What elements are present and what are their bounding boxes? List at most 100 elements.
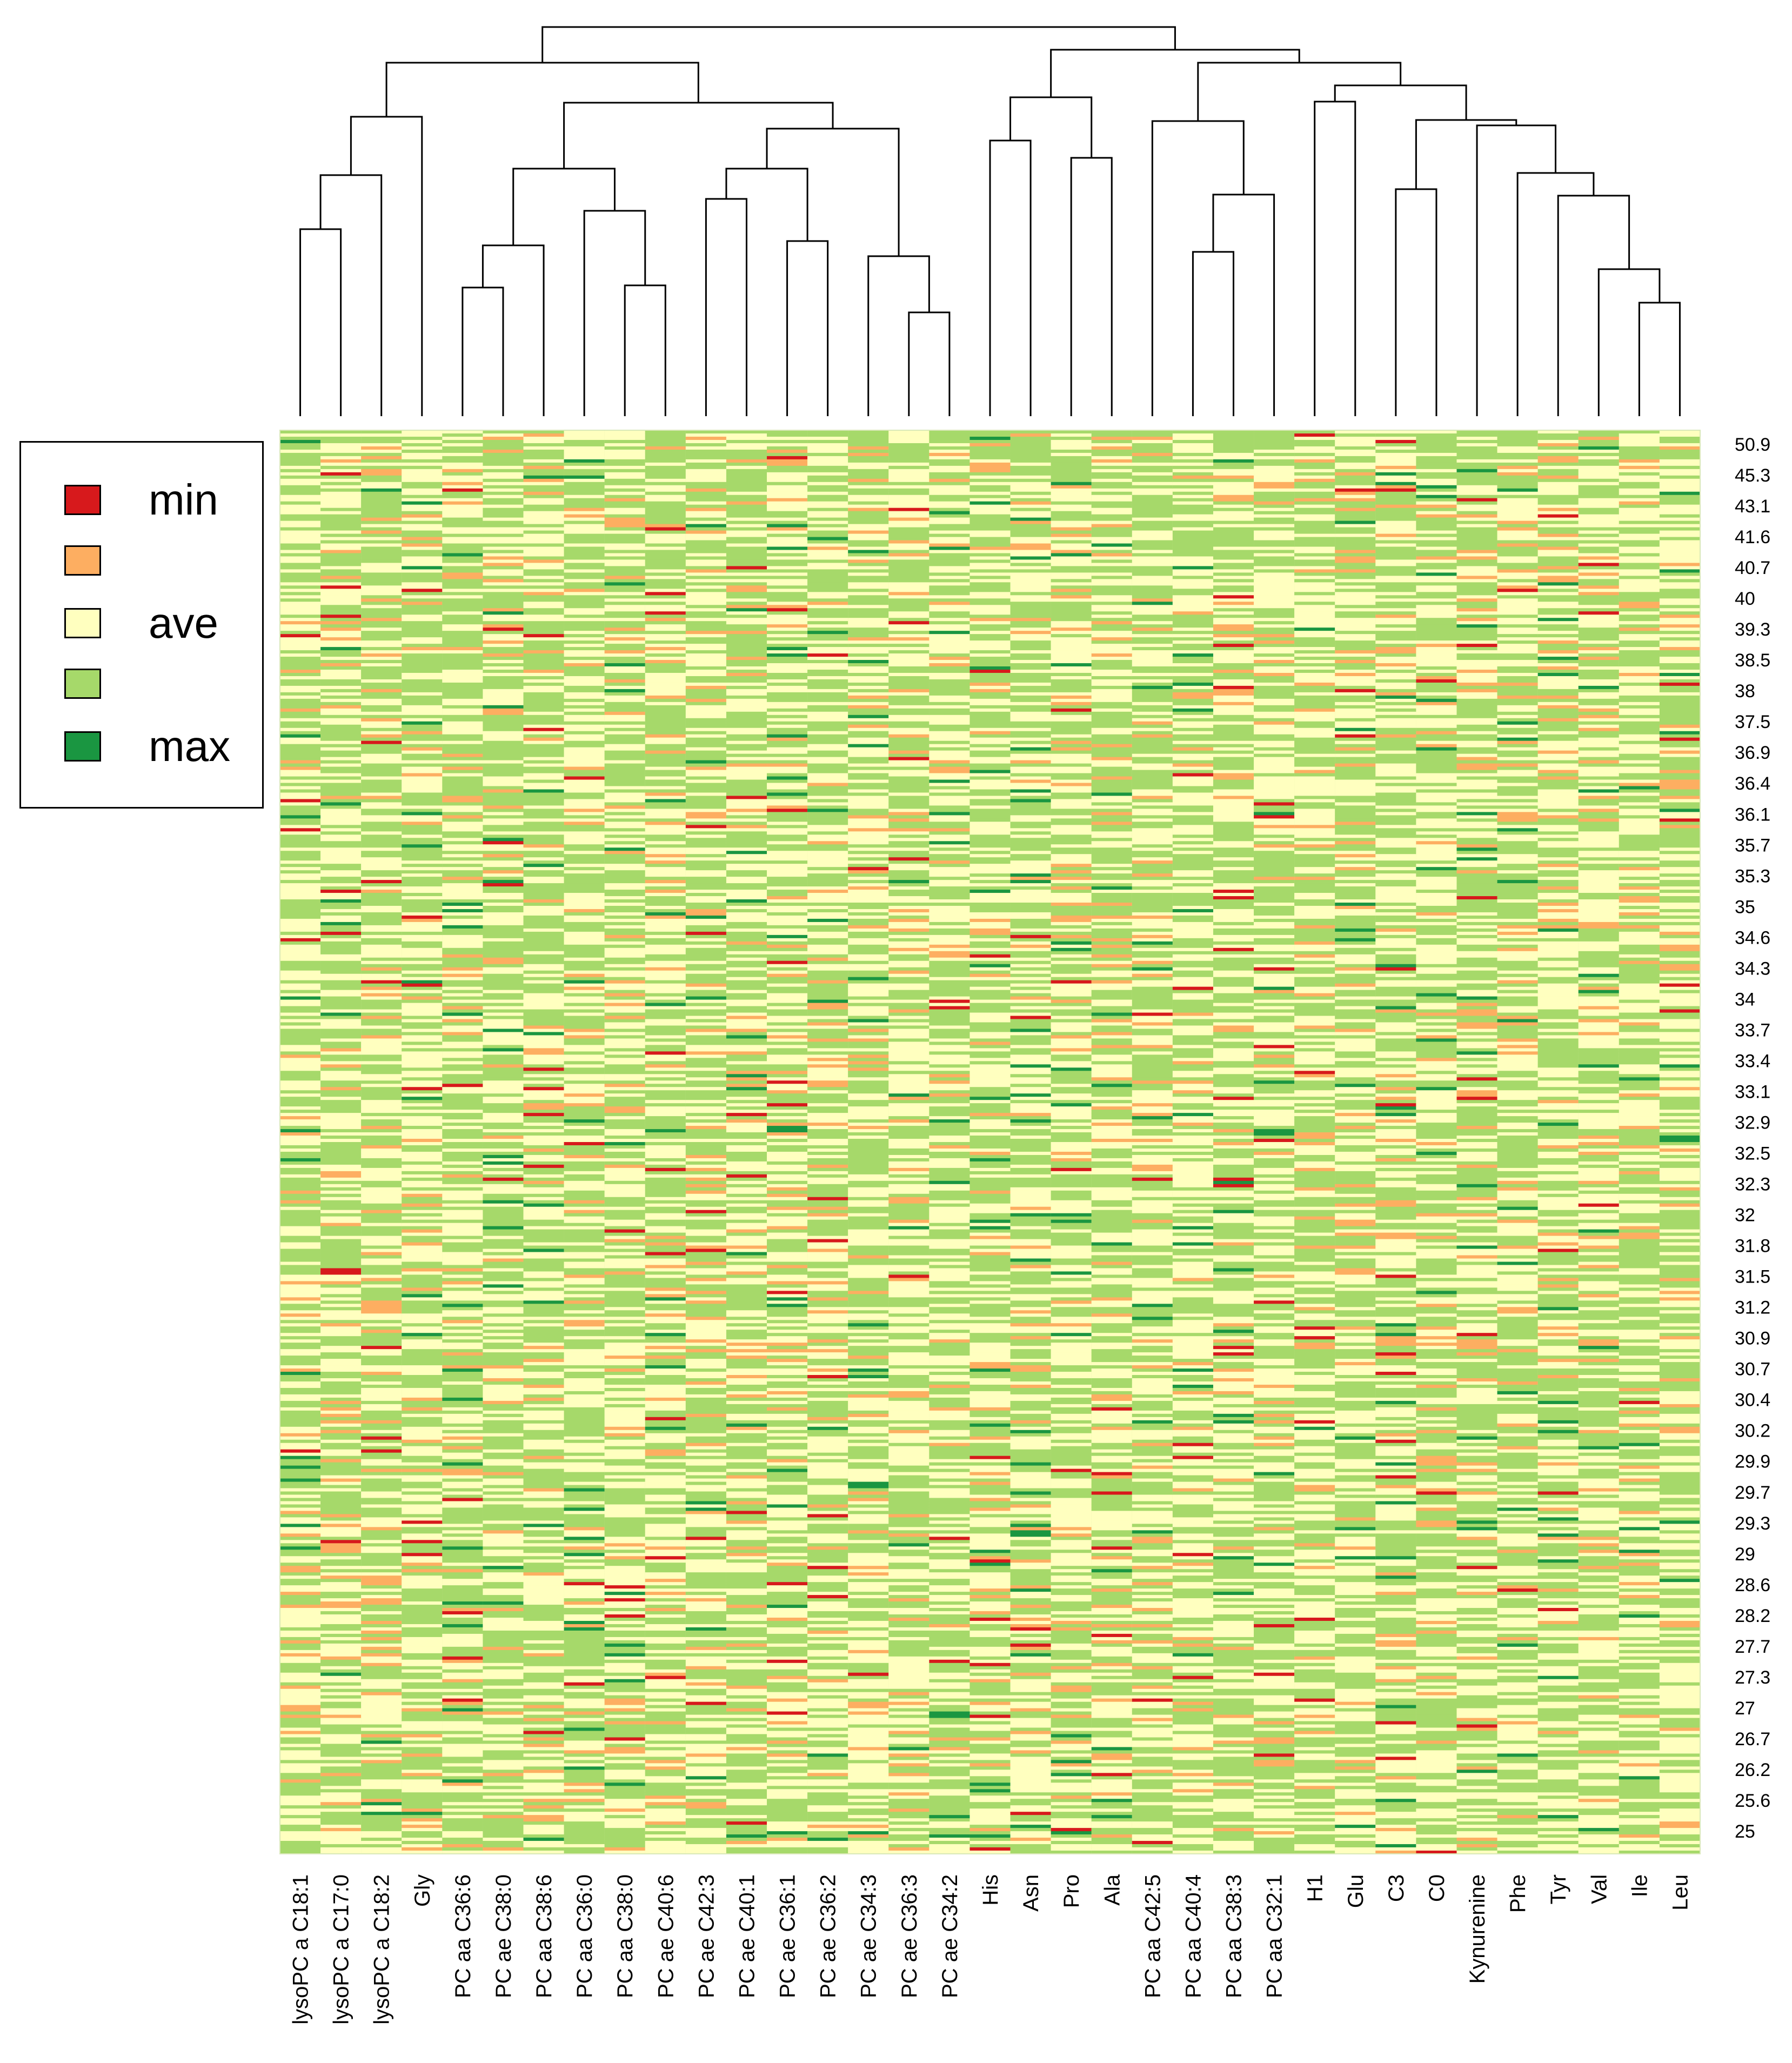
heatmap-cell (320, 1698, 362, 1703)
heatmap-cell (564, 1582, 605, 1586)
heatmap-cell (483, 611, 524, 615)
heatmap-cell (685, 993, 726, 997)
heatmap-cell (523, 1410, 564, 1414)
heatmap-cell (685, 789, 726, 793)
heatmap-cell (361, 1300, 402, 1304)
heatmap-cell (645, 669, 686, 673)
heatmap-cell (320, 1692, 362, 1696)
heatmap-cell (645, 744, 686, 748)
heatmap-cell (523, 705, 564, 709)
heatmap-cell (320, 1517, 362, 1521)
heatmap-cell (564, 1550, 605, 1553)
heatmap-cell (280, 491, 321, 496)
heatmap-cell (320, 1391, 362, 1395)
heatmap-cell (361, 731, 402, 735)
heatmap-cell (280, 1154, 321, 1159)
heatmap-cell (280, 1032, 321, 1036)
heatmap-cell (280, 1226, 321, 1230)
heatmap-cell (604, 698, 645, 703)
heatmap-cell (564, 841, 605, 845)
heatmap-cell (442, 954, 483, 958)
heatmap-cell (320, 1287, 362, 1291)
heatmap-cell (685, 734, 726, 738)
heatmap-cell (483, 508, 524, 512)
heatmap-cell (645, 1359, 686, 1363)
heatmap-cell (320, 753, 362, 758)
heatmap-cell (483, 1640, 524, 1644)
heatmap-cell (402, 999, 443, 1003)
heatmap-cell (645, 1274, 686, 1278)
heatmap-cell (564, 1747, 605, 1751)
heatmap-cell (483, 1346, 524, 1350)
heatmap-cell (402, 1663, 443, 1667)
heatmap-cell (685, 572, 726, 576)
heatmap-cell (402, 721, 443, 725)
heatmap-cell (361, 676, 402, 680)
heatmap-cell (726, 579, 767, 583)
heatmap-cell (645, 530, 686, 534)
heatmap-cell (361, 1831, 402, 1835)
heatmap-cell (483, 1789, 524, 1793)
heatmap-cell (564, 459, 605, 463)
heatmap-cell (604, 766, 645, 770)
heatmap-cell (483, 1630, 524, 1634)
heatmap-column (645, 430, 686, 1854)
heatmap-cell (483, 744, 524, 748)
heatmap-cell (402, 685, 443, 690)
heatmap-cell (523, 1782, 564, 1786)
heatmap-cell (645, 1287, 686, 1291)
heatmap-cell (320, 1633, 362, 1638)
heatmap-cell (523, 925, 564, 929)
heatmap-cell (361, 1193, 402, 1198)
heatmap-cell (685, 1656, 726, 1660)
heatmap-cell (320, 1808, 362, 1812)
heatmap-cell (361, 1556, 402, 1560)
heatmap-cell (280, 1216, 321, 1220)
heatmap-cell (361, 540, 402, 544)
heatmap-cell (645, 608, 686, 612)
heatmap-cell (361, 672, 402, 677)
heatmap-cell (280, 589, 321, 592)
heatmap-cell (361, 796, 402, 799)
heatmap-cell (280, 724, 321, 729)
heatmap-cell (604, 650, 645, 654)
heatmap-cell (604, 1323, 645, 1327)
heatmap-cell (361, 1274, 402, 1278)
heatmap-cell (361, 1475, 402, 1479)
heatmap-cell (523, 511, 564, 515)
heatmap-cell (564, 640, 605, 644)
heatmap-cell (685, 890, 726, 893)
heatmap-cell (320, 698, 362, 703)
heatmap-cell (564, 1831, 605, 1835)
heatmap-cell (442, 1300, 483, 1304)
heatmap-cell (361, 1330, 402, 1333)
heatmap-cell (280, 1016, 321, 1019)
heatmap-cell (483, 1721, 524, 1725)
heatmap-cell (361, 1365, 402, 1369)
heatmap-cell (280, 757, 321, 761)
heatmap-cell (320, 1333, 362, 1337)
heatmap-cell (604, 1180, 645, 1185)
heatmap-cell (402, 1106, 443, 1110)
heatmap-cell (685, 1514, 726, 1518)
heatmap-cell (483, 993, 524, 997)
heatmap-cell (523, 1472, 564, 1476)
heatmap-cell (685, 1834, 726, 1838)
heatmap-cell (361, 773, 402, 777)
heatmap-cell (320, 899, 362, 903)
heatmap-cell (442, 834, 483, 838)
heatmap-cell (685, 501, 726, 505)
heatmap-cell (564, 1618, 605, 1621)
heatmap-cell (523, 1701, 564, 1706)
heatmap-cell (402, 934, 443, 939)
heatmap-cell (361, 1025, 402, 1029)
heatmap-cell (280, 695, 321, 699)
heatmap-cell (483, 1579, 524, 1583)
heatmap-cell (280, 854, 321, 858)
heatmap-cell (280, 1003, 321, 1006)
heatmap-cell (726, 462, 767, 466)
heatmap-cell (685, 1507, 726, 1511)
heatmap-cell (604, 1307, 645, 1311)
heatmap-cell (604, 1193, 645, 1198)
heatmap-cell (483, 1701, 524, 1706)
